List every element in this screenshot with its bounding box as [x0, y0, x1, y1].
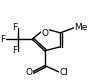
Text: F: F — [12, 46, 17, 55]
Text: O: O — [25, 68, 32, 77]
Text: O: O — [41, 29, 48, 38]
Text: Me: Me — [74, 23, 87, 32]
Text: F: F — [1, 35, 6, 44]
Text: F: F — [12, 23, 17, 32]
Text: Cl: Cl — [59, 68, 68, 77]
